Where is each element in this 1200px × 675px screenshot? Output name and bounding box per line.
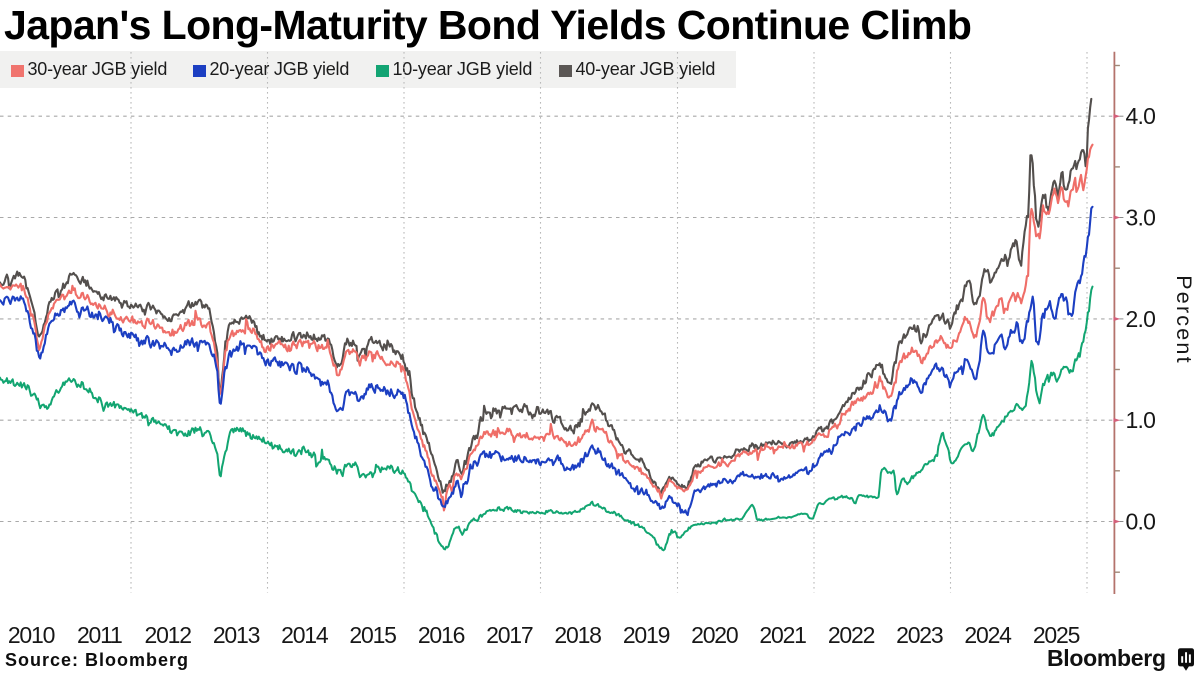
svg-text:2020: 2020: [691, 622, 738, 648]
svg-text:2021: 2021: [759, 622, 806, 648]
svg-text:2012: 2012: [145, 622, 192, 648]
svg-text:2.0: 2.0: [1126, 306, 1156, 332]
svg-text:2022: 2022: [828, 622, 875, 648]
svg-text:2010: 2010: [8, 622, 55, 648]
svg-text:3.0: 3.0: [1126, 205, 1156, 231]
svg-text:Percent: Percent: [1172, 275, 1196, 365]
svg-text:0.0: 0.0: [1126, 509, 1156, 535]
svg-text:1.0: 1.0: [1126, 407, 1156, 433]
svg-text:2023: 2023: [896, 622, 943, 648]
svg-text:2025: 2025: [1033, 622, 1080, 648]
svg-text:2015: 2015: [349, 622, 396, 648]
svg-text:2016: 2016: [418, 622, 465, 648]
svg-text:2018: 2018: [554, 622, 601, 648]
svg-text:2014: 2014: [281, 622, 329, 648]
svg-text:2017: 2017: [486, 622, 533, 648]
svg-text:2013: 2013: [213, 622, 260, 648]
svg-text:2019: 2019: [623, 622, 670, 648]
svg-text:2011: 2011: [77, 622, 122, 648]
svg-text:2024: 2024: [964, 622, 1012, 648]
svg-text:4.0: 4.0: [1126, 103, 1156, 129]
